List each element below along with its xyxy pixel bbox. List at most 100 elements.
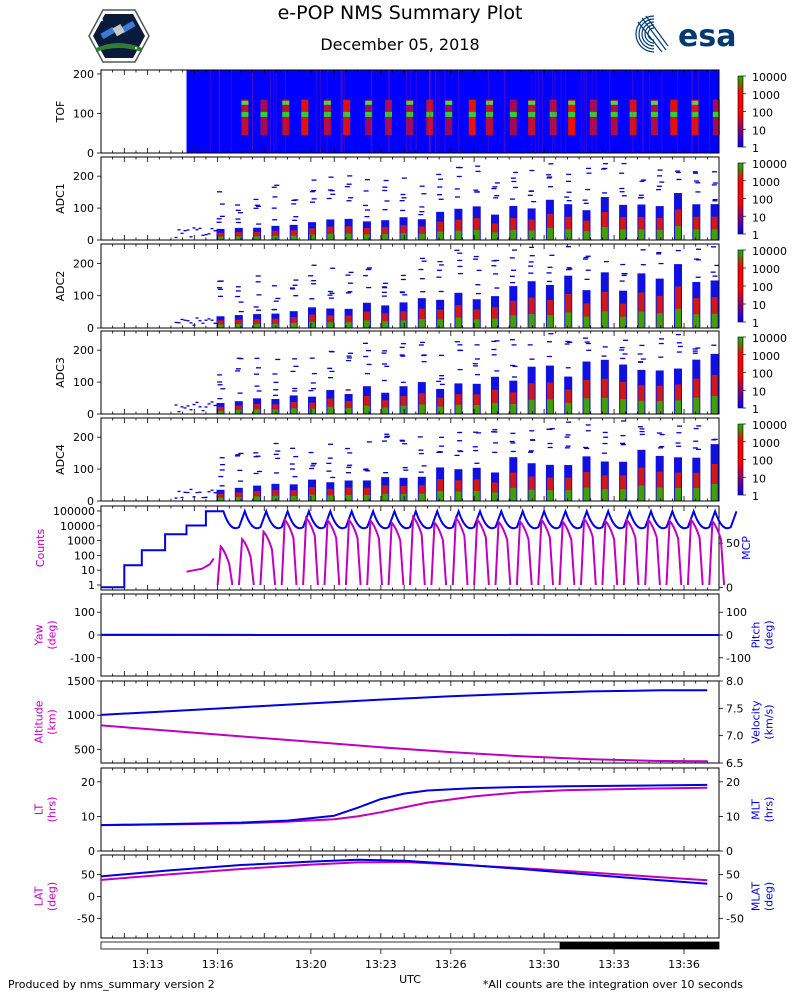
adc-speck bbox=[439, 445, 445, 447]
adc-speck bbox=[238, 480, 244, 482]
adc-speck bbox=[217, 374, 223, 376]
adc-column-mid bbox=[290, 490, 297, 501]
adc-speck bbox=[457, 272, 463, 275]
tof-peak bbox=[610, 111, 618, 117]
adc-speck bbox=[418, 213, 424, 216]
adc-speck bbox=[547, 176, 553, 178]
adc-column-low bbox=[473, 319, 480, 328]
adc-speck bbox=[235, 295, 241, 298]
tof-streak bbox=[560, 70, 562, 153]
adc-speck bbox=[253, 452, 259, 454]
adc-speck bbox=[330, 267, 336, 269]
adc-column-mid bbox=[528, 219, 535, 240]
adc-column-mid bbox=[382, 485, 389, 501]
adc-speck bbox=[195, 491, 199, 494]
adc-speck bbox=[711, 184, 717, 186]
tof-streak bbox=[609, 70, 611, 153]
adc-speck bbox=[656, 251, 662, 254]
adc-speck bbox=[347, 175, 353, 177]
adc-speck bbox=[219, 469, 225, 471]
adc-speck bbox=[293, 365, 299, 367]
adc-column-mid bbox=[309, 228, 316, 240]
adc-speck bbox=[659, 445, 665, 448]
adc-speck bbox=[659, 433, 665, 436]
adc-column-low bbox=[437, 231, 444, 240]
adc-speck bbox=[472, 446, 478, 448]
adc-speck bbox=[189, 236, 193, 238]
panel-frame bbox=[100, 680, 720, 764]
y-tick-label-right: 6.5 bbox=[726, 757, 744, 770]
adc-speck bbox=[402, 443, 408, 445]
adc-column-mid bbox=[492, 307, 499, 328]
adc-speck bbox=[329, 297, 335, 299]
adc-speck bbox=[399, 439, 405, 441]
adc-speck bbox=[328, 443, 334, 445]
adc-speck bbox=[254, 373, 260, 375]
adc-column-low bbox=[620, 229, 627, 240]
adc-speck bbox=[218, 280, 224, 282]
adc-speck bbox=[192, 403, 196, 406]
tof-streak bbox=[370, 70, 372, 153]
adc-speck bbox=[201, 496, 205, 499]
tof-streak bbox=[661, 70, 663, 153]
colorbar-tick-label: 10 bbox=[752, 385, 766, 398]
y-tick-label: 0 bbox=[87, 322, 94, 335]
adc-speck bbox=[347, 464, 353, 466]
adc-speck bbox=[384, 433, 390, 435]
tof-peak bbox=[426, 111, 434, 117]
adc-speck bbox=[311, 372, 317, 375]
adc-speck bbox=[198, 227, 202, 229]
adc-speck bbox=[204, 319, 208, 321]
heatmap-adc3 bbox=[174, 333, 719, 414]
counts-pulse bbox=[558, 519, 576, 586]
adc-speck bbox=[437, 260, 443, 263]
adc-column-low bbox=[235, 410, 242, 414]
adc-speck bbox=[365, 268, 371, 271]
adc-speck bbox=[235, 286, 241, 288]
adc-column-mid bbox=[272, 404, 279, 414]
adc-speck bbox=[639, 430, 645, 433]
adc-speck bbox=[328, 350, 334, 353]
adc-column-low bbox=[638, 311, 645, 328]
y-tick-label: 200 bbox=[73, 68, 94, 81]
tof-burst bbox=[241, 99, 249, 136]
adc-speck bbox=[256, 205, 262, 207]
adc-speck bbox=[676, 342, 682, 344]
adc-speck bbox=[621, 162, 627, 165]
tof-streak bbox=[632, 70, 634, 153]
y-tick-label: 10 bbox=[81, 810, 95, 823]
adc-speck bbox=[475, 165, 481, 167]
y-tick-label: 0 bbox=[87, 408, 94, 421]
adc-speck bbox=[346, 200, 352, 202]
adc-speck bbox=[421, 260, 427, 262]
adc-speck bbox=[204, 496, 208, 498]
adc-speck bbox=[198, 320, 202, 322]
tof-peak bbox=[528, 111, 536, 117]
adc-speck bbox=[273, 453, 279, 456]
adc-speck bbox=[309, 298, 315, 300]
adc-column-mid bbox=[656, 385, 663, 414]
adc-column-mid bbox=[711, 374, 718, 414]
adc-speck bbox=[364, 372, 370, 375]
adc-speck bbox=[213, 230, 217, 232]
adc-speck bbox=[420, 291, 426, 293]
adc-speck bbox=[457, 252, 463, 254]
tof-peak bbox=[485, 100, 493, 105]
tof-peak bbox=[385, 111, 393, 117]
heatmap-adc1 bbox=[174, 162, 719, 240]
x-tick-label: 13:26 bbox=[435, 958, 467, 971]
adc-speck bbox=[692, 171, 698, 173]
adc-speck bbox=[329, 190, 335, 192]
adc-speck bbox=[565, 445, 571, 447]
adc-speck bbox=[695, 182, 701, 184]
x-tick-label: 13:13 bbox=[132, 958, 164, 971]
adc-speck bbox=[695, 347, 701, 349]
adc-speck bbox=[382, 209, 388, 211]
tof-streak bbox=[458, 70, 460, 153]
adc-speck bbox=[491, 265, 497, 267]
tof-burst bbox=[568, 99, 576, 136]
adc-column-low bbox=[382, 234, 389, 240]
adc-speck bbox=[237, 212, 243, 214]
adc-speck bbox=[383, 179, 389, 182]
y-axis-label-right: MLAT(deg) bbox=[750, 882, 776, 912]
